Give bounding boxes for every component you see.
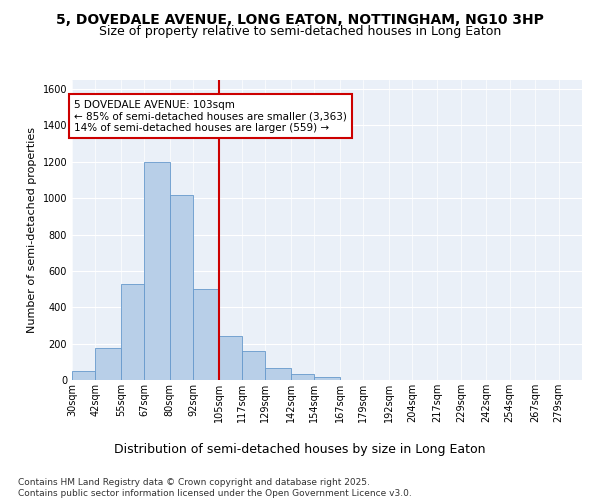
Bar [121, 284, 144, 380]
Text: Contains HM Land Registry data © Crown copyright and database right 2025.
Contai: Contains HM Land Registry data © Crown c… [18, 478, 412, 498]
Text: Distribution of semi-detached houses by size in Long Eaton: Distribution of semi-detached houses by … [114, 442, 486, 456]
Bar [144, 162, 170, 380]
Text: 5 DOVEDALE AVENUE: 103sqm
← 85% of semi-detached houses are smaller (3,363)
14% : 5 DOVEDALE AVENUE: 103sqm ← 85% of semi-… [74, 100, 347, 132]
Bar [72, 371, 95, 380]
Bar [170, 194, 193, 380]
Bar [314, 378, 340, 380]
Text: Size of property relative to semi-detached houses in Long Eaton: Size of property relative to semi-detach… [99, 25, 501, 38]
Y-axis label: Number of semi-detached properties: Number of semi-detached properties [27, 127, 37, 333]
Bar [242, 351, 265, 380]
Text: 5, DOVEDALE AVENUE, LONG EATON, NOTTINGHAM, NG10 3HP: 5, DOVEDALE AVENUE, LONG EATON, NOTTINGH… [56, 12, 544, 26]
Bar [291, 374, 314, 380]
Bar [95, 348, 121, 380]
Bar [265, 368, 291, 380]
Bar [218, 336, 242, 380]
Bar [193, 289, 218, 380]
